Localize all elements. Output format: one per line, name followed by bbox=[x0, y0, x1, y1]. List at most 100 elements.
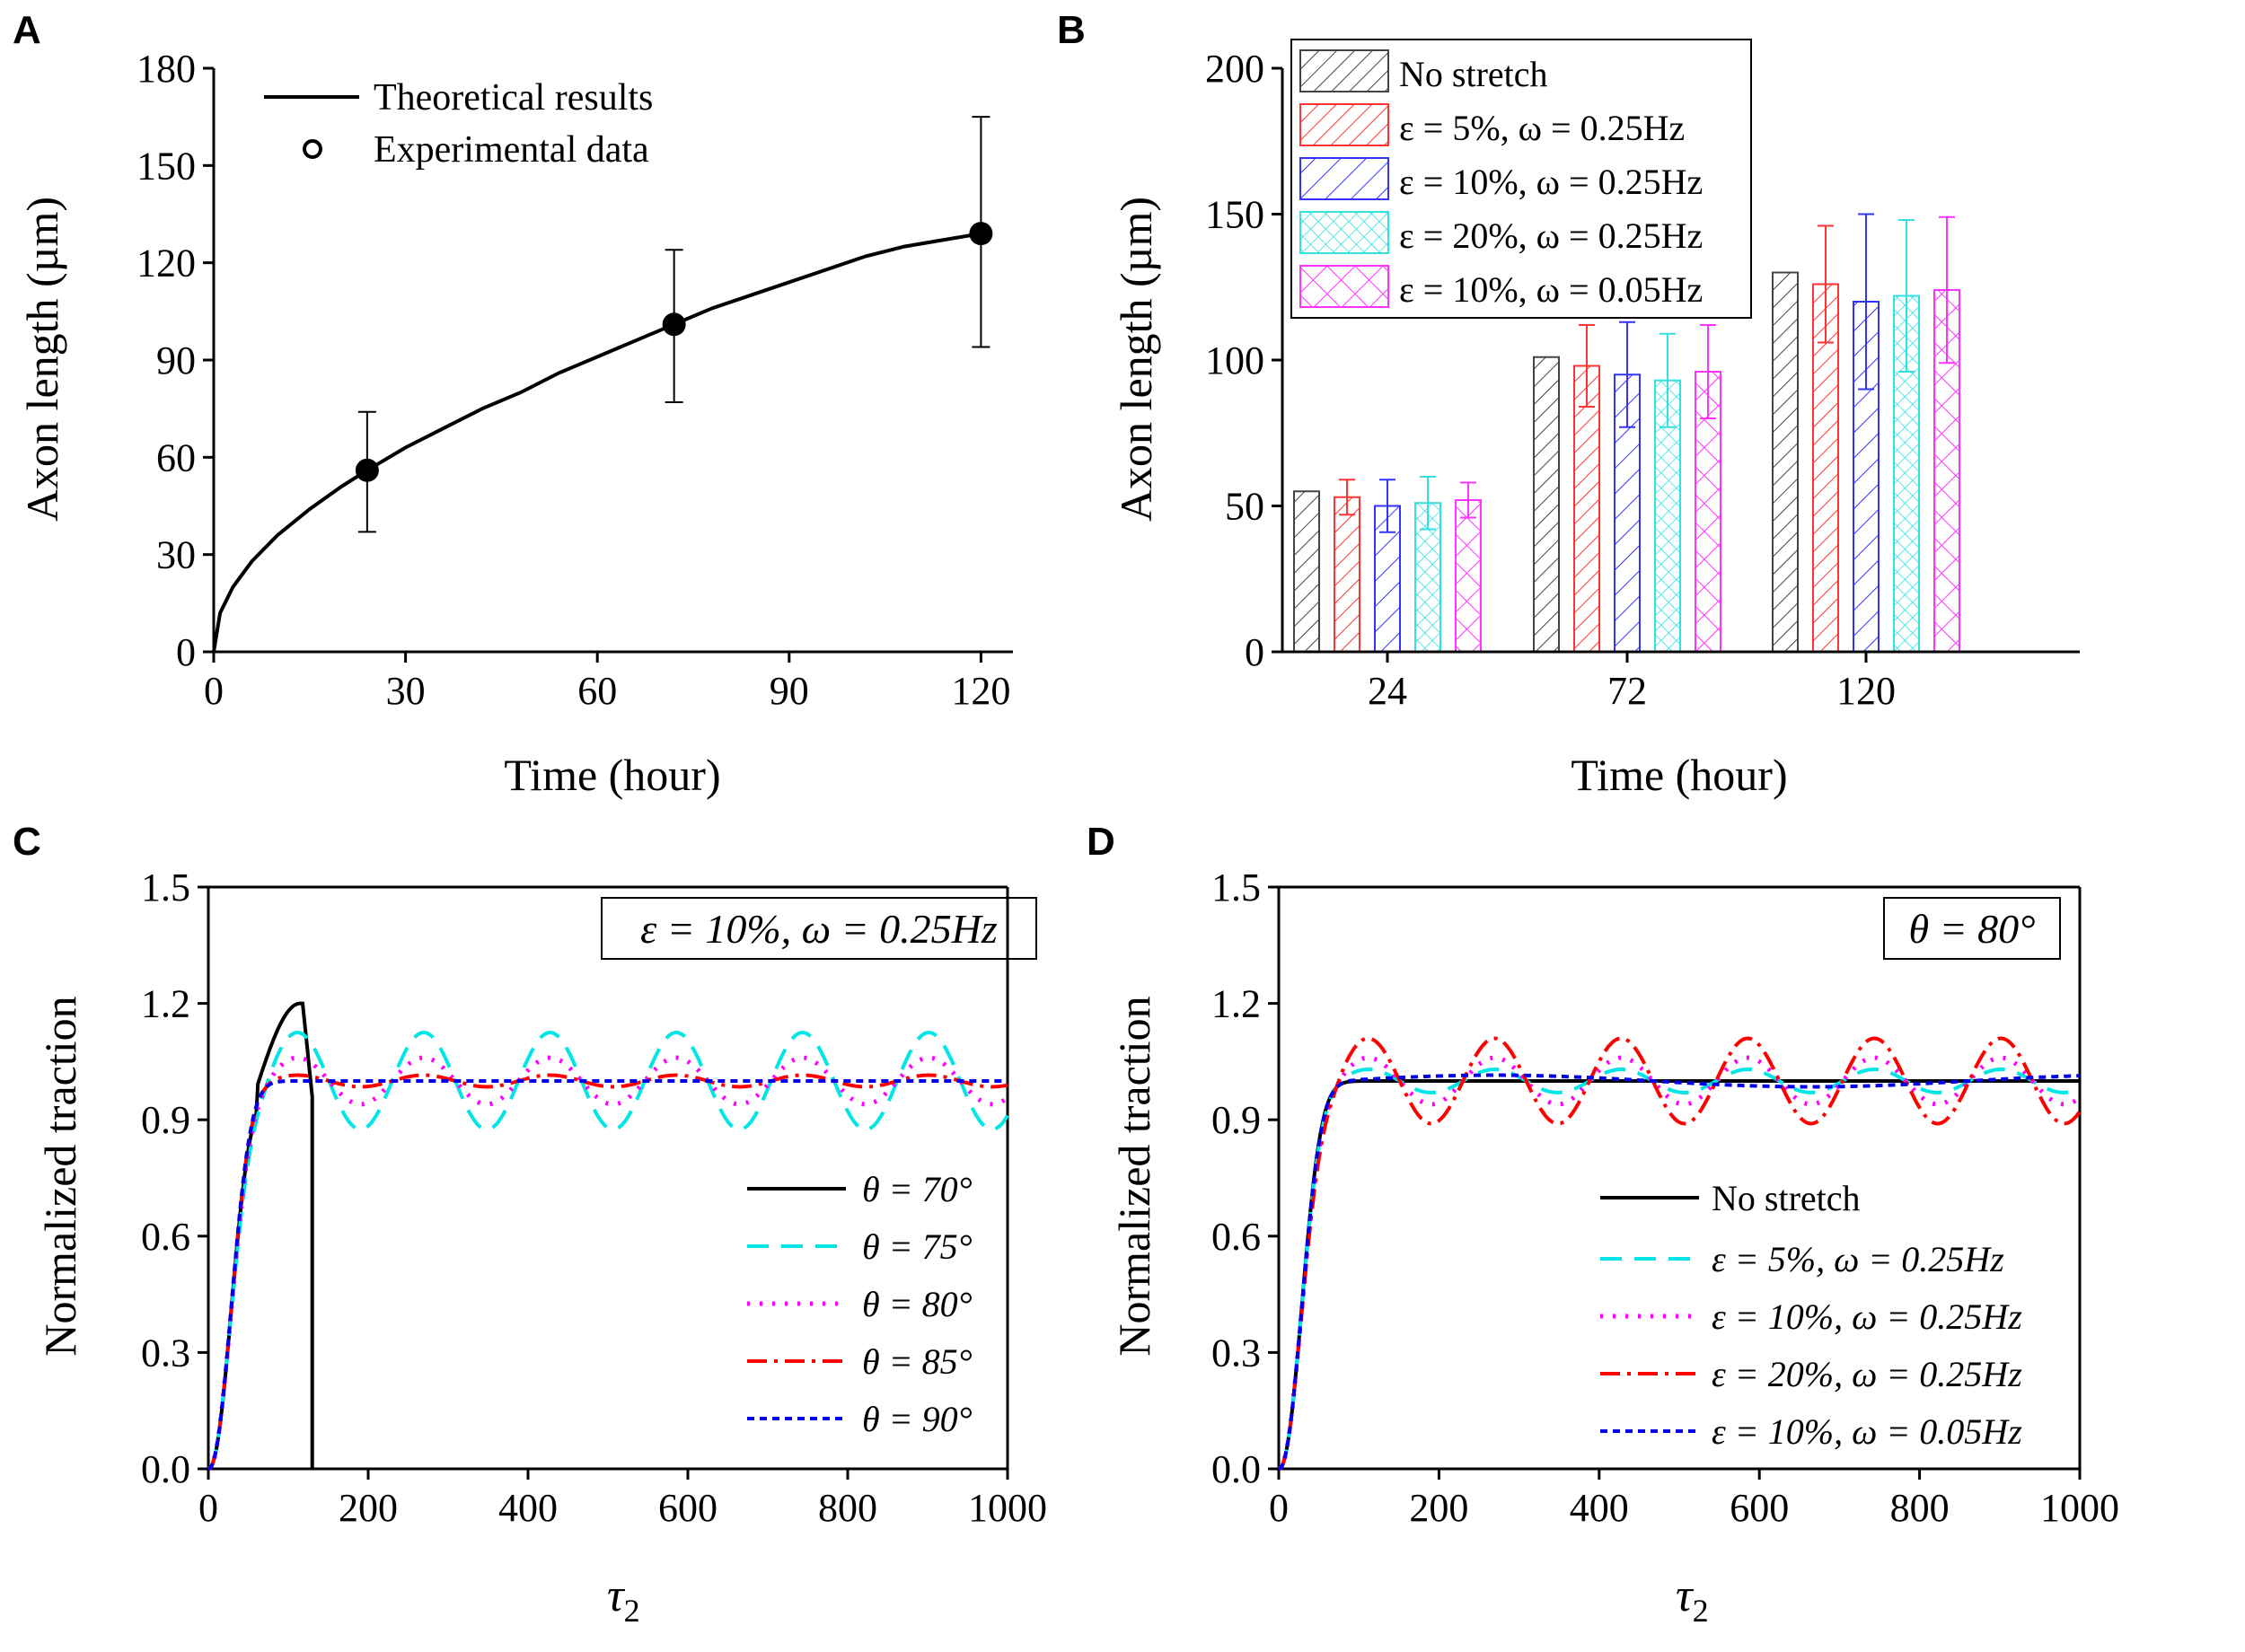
panel-a-theoretical-line bbox=[212, 232, 982, 653]
panel-c-xtick-label: 400 bbox=[498, 1486, 558, 1530]
panel-d-ytick-label: 1.5 bbox=[1211, 866, 1261, 909]
panel-a-ytick-label: 120 bbox=[136, 242, 196, 286]
panel-d-ytick-label: 1.2 bbox=[1211, 982, 1261, 1026]
panel-c-xtick-label: 600 bbox=[658, 1486, 718, 1530]
panel-a-xtick-label: 60 bbox=[577, 669, 617, 713]
panel-b-bar bbox=[1455, 499, 1482, 653]
panel-b-xtick-label: 72 bbox=[1607, 669, 1647, 713]
panel-d-series-line-3 bbox=[1278, 1055, 2082, 1472]
panel-d-xlabel-sub: 2 bbox=[1693, 1593, 1709, 1629]
panel-d-annotation-box bbox=[1883, 897, 2061, 960]
panel-a-legend-circle-swatch bbox=[303, 139, 322, 159]
panel-d-ytick-label: 0.0 bbox=[1211, 1447, 1261, 1491]
panel-a-xtick-label: 90 bbox=[770, 669, 809, 713]
panel-b-xlabel: Time (hour) bbox=[1571, 750, 1787, 800]
panel-c-ytick-label: 1.5 bbox=[141, 866, 190, 909]
panel-d-xtick-label: 1000 bbox=[2040, 1486, 2119, 1530]
panel-a-xtick-label: 120 bbox=[951, 669, 1010, 713]
panel-c-series-line-2 bbox=[207, 1030, 1009, 1471]
panel-b-legend-label-4: ε = 20%, ω = 0.25Hz bbox=[1399, 215, 1703, 256]
panel-b-ylabel: Axon length (µm) bbox=[1111, 197, 1161, 522]
panel-a-data-point bbox=[662, 312, 686, 337]
panel-a-ytick-label: 90 bbox=[156, 338, 196, 382]
panel-d-xtick-label: 400 bbox=[1570, 1486, 1629, 1530]
panel-b-legend-swatch-4 bbox=[1299, 211, 1389, 254]
panel-a-data-point bbox=[355, 458, 379, 482]
panel-b-bar bbox=[1293, 490, 1320, 653]
panel-d-series-line-4 bbox=[1278, 1036, 2082, 1471]
panel-c-xlabel: τ2 bbox=[607, 1570, 640, 1629]
panel-b-legend-swatch-5 bbox=[1299, 265, 1389, 308]
panel-letter-c: C bbox=[13, 820, 41, 864]
panel-c-ytick-label: 0.3 bbox=[141, 1331, 190, 1375]
panel-a-ylabel: Axon length (µm) bbox=[17, 197, 67, 522]
panel-d-legend-label-5: ε = 10%, ω = 0.05Hz bbox=[1712, 1411, 2022, 1452]
panel-b-ytick-label: 0 bbox=[1245, 630, 1264, 674]
panel-a-legend-experimental: Experimental data bbox=[374, 129, 649, 171]
panel-a-ytick-label: 60 bbox=[156, 435, 196, 479]
panel-d-ytick-label: 0.3 bbox=[1211, 1331, 1261, 1375]
panel-b-bar bbox=[1772, 271, 1799, 653]
panel-d-ytick-label: 0.9 bbox=[1211, 1098, 1261, 1142]
panel-b-bar bbox=[1334, 496, 1360, 653]
panel-d-legend-label-2: ε = 5%, ω = 0.25Hz bbox=[1712, 1239, 2004, 1279]
panel-d-xtick-label: 200 bbox=[1409, 1486, 1468, 1530]
panel-d-ytick-label: 0.6 bbox=[1211, 1215, 1261, 1259]
panel-b-legend-label-3: ε = 10%, ω = 0.25Hz bbox=[1399, 162, 1703, 202]
panel-d-ylabel: Normalized traction bbox=[1109, 996, 1159, 1356]
panel-a-ytick-label: 180 bbox=[136, 47, 196, 91]
panel-b-legend-label-1: No stretch bbox=[1399, 54, 1548, 94]
panel-c-legend: θ = 70° θ = 75° θ = 80° θ = 85° θ = 90° bbox=[747, 1169, 973, 1439]
panel-d-series-line-5 bbox=[1278, 1073, 2081, 1471]
panel-c-xtick-label: 0 bbox=[198, 1486, 218, 1530]
panel-b-legend-swatch-1 bbox=[1299, 49, 1389, 92]
panel-c-series-line-5 bbox=[207, 1079, 1008, 1471]
panel-letter-d: D bbox=[1087, 820, 1115, 864]
panel-c-ytick-label: 1.2 bbox=[141, 982, 190, 1026]
panel-b-legend-label-2: ε = 5%, ω = 0.25Hz bbox=[1399, 108, 1685, 148]
panel-c-xtick-label: 800 bbox=[818, 1486, 877, 1530]
panel-d-xtick-label: 800 bbox=[1890, 1486, 1950, 1530]
panel-c-xlabel-sub: 2 bbox=[624, 1593, 640, 1629]
panel-a-xlabel: Time (hour) bbox=[504, 750, 720, 800]
panel-c-annotation: ε = 10%, ω = 0.25Hz bbox=[640, 906, 998, 952]
panel-c-legend-label-2: θ = 75° bbox=[862, 1226, 973, 1267]
panel-letter-b: B bbox=[1057, 8, 1086, 52]
panel-b-bar bbox=[1533, 356, 1560, 653]
panel-d-legend-label-4: ε = 20%, ω = 0.25Hz bbox=[1712, 1354, 2022, 1394]
panel-c-legend-label-5: θ = 90° bbox=[862, 1399, 973, 1439]
panel-d-xtick-label: 0 bbox=[1269, 1486, 1289, 1530]
panel-c-legend-label-1: θ = 70° bbox=[862, 1169, 973, 1209]
panel-a-xtick-label: 30 bbox=[386, 669, 426, 713]
panel-a-ytick-label: 0 bbox=[176, 630, 196, 674]
panel-c-ytick-label: 0.9 bbox=[141, 1098, 190, 1142]
panel-b-ytick-label: 150 bbox=[1205, 193, 1264, 237]
panel-a-legend-theoretical: Theoretical results bbox=[374, 77, 653, 119]
panel-c-xtick-label: 1000 bbox=[968, 1486, 1047, 1530]
panel-b-bar bbox=[1573, 365, 1600, 653]
panel-b-legend: No stretch ε = 5%, ω = 0.25Hz ε = 10%, ω… bbox=[1290, 39, 1752, 319]
panel-b-ytick-label: 50 bbox=[1225, 485, 1264, 529]
panel-a-ytick-label: 150 bbox=[136, 144, 196, 188]
panel-c-ytick-label: 0.6 bbox=[141, 1215, 190, 1259]
panel-b-legend-label-5: ε = 10%, ω = 0.05Hz bbox=[1399, 269, 1703, 310]
panel-b-legend-swatch-3 bbox=[1299, 157, 1389, 200]
panel-d-xtick-label: 600 bbox=[1730, 1486, 1789, 1530]
panel-c-annotation-box bbox=[601, 897, 1037, 960]
panel-d-xlabel: τ2 bbox=[1676, 1570, 1709, 1629]
panel-b-xtick-label: 24 bbox=[1368, 669, 1407, 713]
panel-d-xlabel-main: τ bbox=[1676, 1570, 1695, 1621]
panel-a-ytick-label: 30 bbox=[156, 533, 196, 577]
panel-d-annotation: θ = 80° bbox=[1908, 906, 2035, 952]
panel-d-legend-label-3: ε = 10%, ω = 0.25Hz bbox=[1712, 1296, 2022, 1337]
panel-c-legend-label-3: θ = 80° bbox=[862, 1284, 973, 1324]
panel-c-xtick-label: 200 bbox=[339, 1486, 398, 1530]
panel-c-series-line-3 bbox=[207, 1055, 1009, 1472]
panel-d-legend: No stretch ε = 5%, ω = 0.25Hz ε = 10%, ω… bbox=[1600, 1178, 2022, 1452]
panel-b-ytick-label: 200 bbox=[1205, 47, 1264, 91]
panel-c-ytick-label: 0.0 bbox=[141, 1447, 190, 1491]
panel-c-xlabel-main: τ bbox=[607, 1570, 626, 1621]
panel-b-legend-swatch-2 bbox=[1299, 103, 1389, 146]
panel-letter-a: A bbox=[13, 8, 41, 52]
